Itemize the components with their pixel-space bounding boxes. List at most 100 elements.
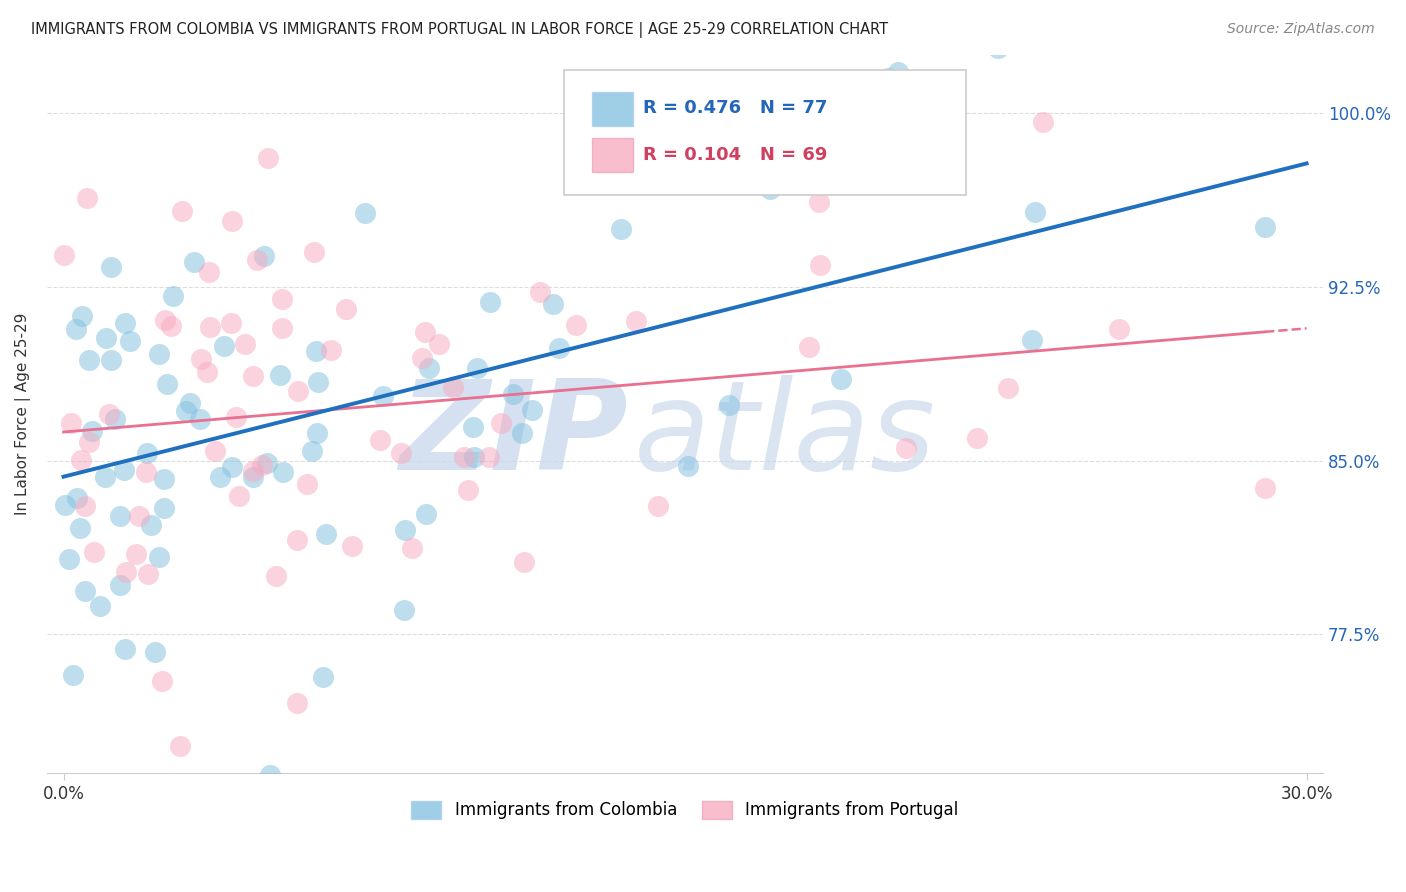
Point bbox=[65, 321, 87, 335]
Point bbox=[141, 518, 163, 533]
Point bbox=[135, 465, 157, 479]
Point bbox=[287, 384, 309, 399]
Point bbox=[242, 368, 264, 383]
Point bbox=[489, 416, 512, 430]
Point bbox=[153, 472, 176, 486]
Point bbox=[565, 318, 588, 332]
Point bbox=[183, 254, 205, 268]
Point bbox=[285, 696, 308, 710]
Point bbox=[413, 325, 436, 339]
Point bbox=[159, 318, 181, 333]
Point bbox=[153, 500, 176, 515]
Point bbox=[150, 673, 173, 688]
Point bbox=[510, 426, 533, 441]
Point bbox=[302, 245, 325, 260]
Point bbox=[966, 432, 988, 446]
Point bbox=[626, 314, 648, 328]
Point bbox=[94, 469, 117, 483]
Point bbox=[1254, 220, 1277, 235]
Point bbox=[162, 288, 184, 302]
Point bbox=[112, 463, 135, 477]
Point bbox=[143, 645, 166, 659]
Point bbox=[1254, 481, 1277, 495]
Point bbox=[312, 670, 335, 684]
Point bbox=[198, 264, 221, 278]
Point bbox=[242, 469, 264, 483]
Point bbox=[53, 248, 76, 262]
Point bbox=[77, 353, 100, 368]
Point bbox=[371, 389, 394, 403]
Point bbox=[156, 376, 179, 391]
Point bbox=[125, 547, 148, 561]
Point bbox=[541, 297, 564, 311]
Point bbox=[887, 65, 910, 79]
Point bbox=[370, 433, 392, 447]
Point bbox=[1032, 114, 1054, 128]
Point bbox=[136, 567, 159, 582]
Point bbox=[76, 191, 98, 205]
Point bbox=[259, 768, 281, 782]
Point bbox=[108, 9, 131, 23]
Point bbox=[174, 404, 197, 418]
Point bbox=[305, 426, 328, 441]
Point bbox=[114, 316, 136, 330]
Point bbox=[389, 446, 412, 460]
Point bbox=[135, 446, 157, 460]
Text: atlas: atlas bbox=[634, 376, 936, 496]
Point bbox=[808, 258, 831, 272]
Point bbox=[307, 375, 329, 389]
Text: R = 0.476   N = 77: R = 0.476 N = 77 bbox=[643, 99, 827, 117]
Point bbox=[520, 403, 543, 417]
Point bbox=[172, 203, 194, 218]
Point bbox=[104, 412, 127, 426]
Point bbox=[73, 584, 96, 599]
Point bbox=[295, 476, 318, 491]
Point bbox=[60, 416, 83, 430]
Point bbox=[676, 458, 699, 473]
Point bbox=[353, 205, 375, 219]
Point bbox=[204, 443, 226, 458]
Point bbox=[114, 642, 136, 657]
Point bbox=[1024, 205, 1046, 219]
Point bbox=[148, 550, 170, 565]
Point bbox=[221, 213, 243, 227]
Point bbox=[301, 443, 323, 458]
Point bbox=[463, 450, 485, 464]
Point bbox=[53, 498, 76, 512]
Point bbox=[513, 555, 536, 569]
FancyBboxPatch shape bbox=[592, 92, 633, 126]
Point bbox=[335, 301, 357, 316]
Point bbox=[321, 343, 343, 357]
Text: Source: ZipAtlas.com: Source: ZipAtlas.com bbox=[1227, 22, 1375, 37]
Point bbox=[271, 466, 294, 480]
Point bbox=[148, 347, 170, 361]
Point bbox=[418, 361, 440, 376]
Point bbox=[155, 313, 177, 327]
Point bbox=[69, 453, 91, 467]
Point bbox=[807, 195, 830, 210]
Point bbox=[256, 456, 278, 470]
Point bbox=[270, 292, 292, 306]
Point bbox=[250, 458, 273, 473]
Point bbox=[877, 70, 900, 85]
Point bbox=[257, 151, 280, 165]
Point bbox=[169, 739, 191, 754]
Point bbox=[190, 352, 212, 367]
Point bbox=[269, 368, 291, 382]
Point bbox=[271, 321, 294, 335]
Point bbox=[1108, 322, 1130, 336]
FancyBboxPatch shape bbox=[564, 70, 966, 195]
Point bbox=[221, 460, 243, 475]
Point bbox=[392, 603, 415, 617]
Point bbox=[233, 337, 256, 351]
Point bbox=[315, 526, 337, 541]
Point bbox=[128, 508, 150, 523]
Y-axis label: In Labor Force | Age 25-29: In Labor Force | Age 25-29 bbox=[15, 313, 31, 516]
Point bbox=[997, 381, 1019, 395]
Point bbox=[502, 387, 524, 401]
Point bbox=[465, 361, 488, 376]
Point bbox=[457, 483, 479, 497]
Point bbox=[441, 380, 464, 394]
Point bbox=[1021, 333, 1043, 347]
Text: R = 0.104   N = 69: R = 0.104 N = 69 bbox=[643, 146, 827, 164]
